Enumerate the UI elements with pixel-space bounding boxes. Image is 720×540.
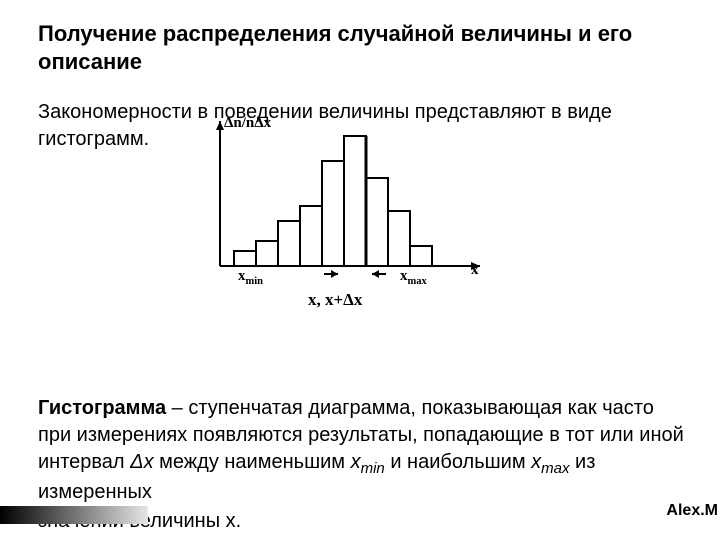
y-axis-label: Δn/nΔx [224, 115, 271, 132]
x-interval-label: x, x+Δx [308, 290, 362, 310]
histogram-svg [190, 116, 510, 291]
x-min-label: xmin [238, 268, 263, 287]
delta-x: Δx [130, 451, 153, 473]
slide-title: Получение распределения случайной величи… [38, 20, 690, 75]
def-text-3: и наибольшим [385, 451, 531, 473]
def-text-2: между наименьшим [154, 451, 351, 473]
x-max-label: xmax [400, 268, 427, 287]
x-axis-end-label: x [471, 262, 479, 279]
term-histogram: Гистограмма [38, 397, 166, 419]
footer-gradient-bar [0, 506, 148, 524]
definition-paragraph: Гистограмма – ступенчатая диаграмма, пок… [38, 395, 690, 506]
author-credit: Alex.M [666, 502, 718, 520]
histogram-figure: Δn/nΔx xmin xmax x x, x+Δx [190, 116, 510, 326]
x-min-inline: xmin [351, 451, 385, 473]
x-max-inline: xmax [531, 451, 569, 473]
